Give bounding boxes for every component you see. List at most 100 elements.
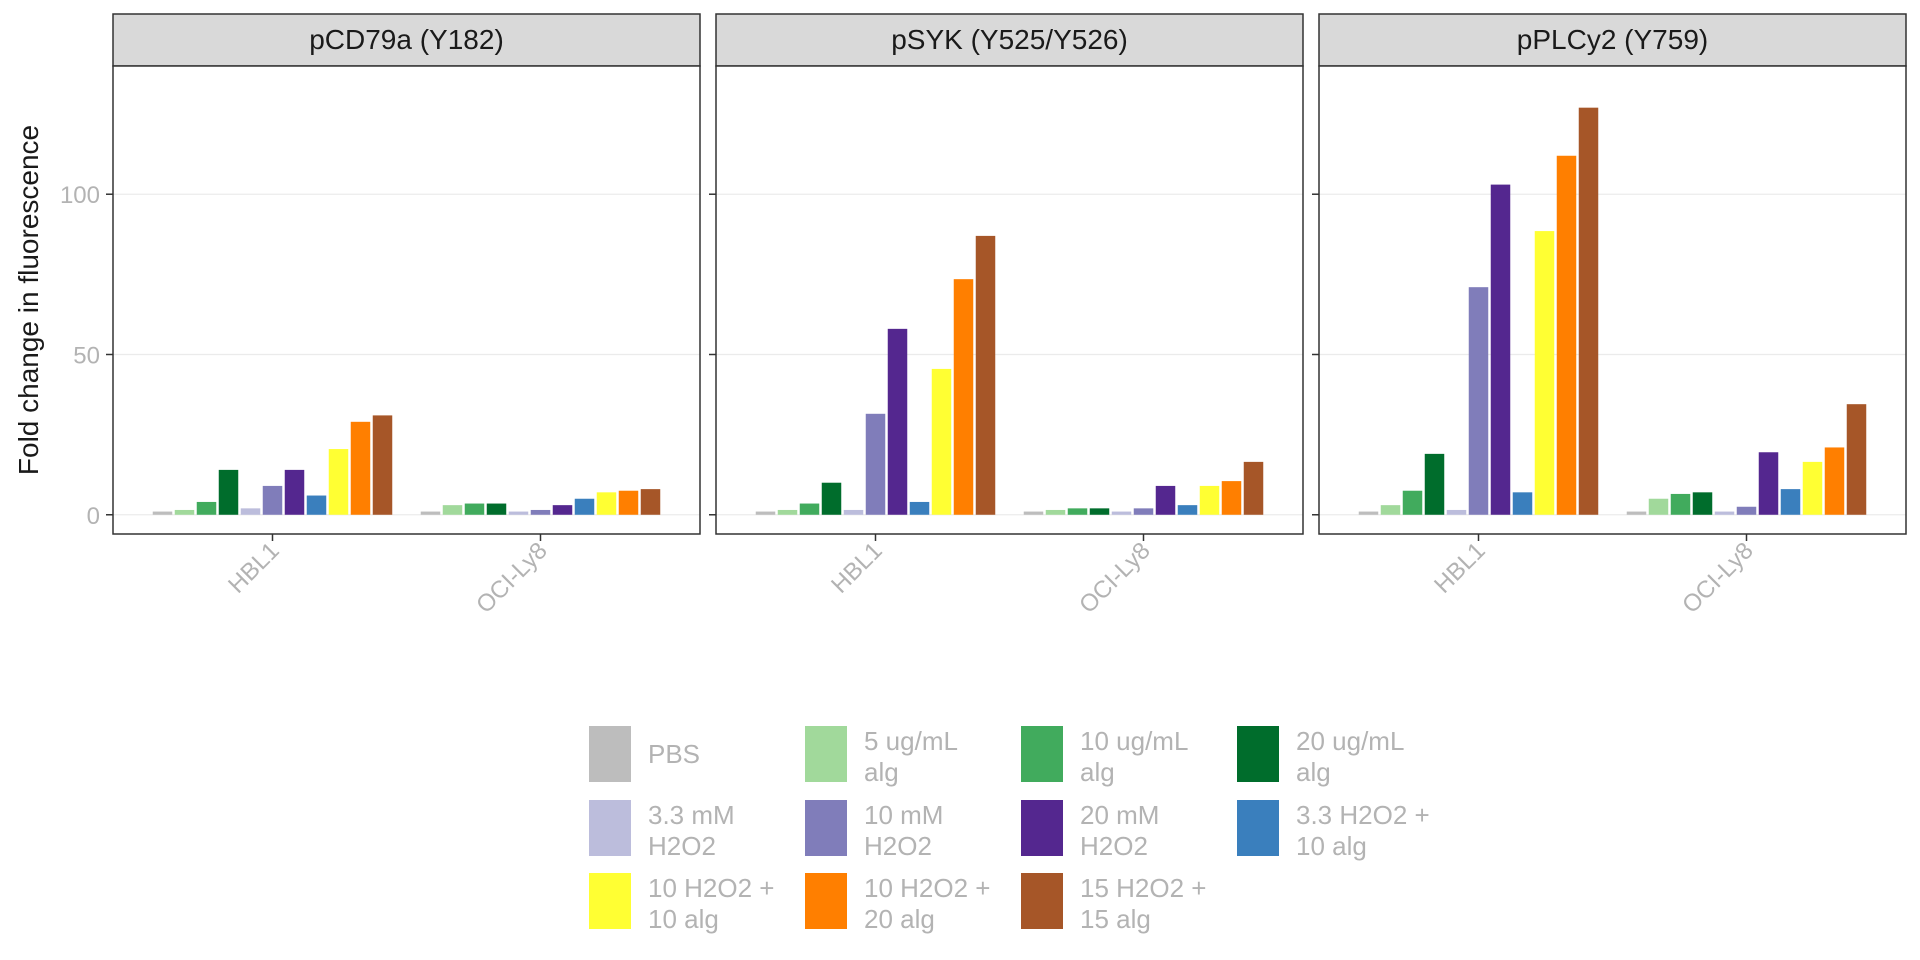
bar-hbl1-1 (1358, 511, 1379, 515)
bar-oci-ly8-11 (640, 489, 661, 515)
legend-label: PBS (648, 739, 700, 769)
legend-item: 10 H2O2 +20 alg (805, 873, 990, 934)
chart-panels: pCD79a (Y182) HBL1 OCI-Ly8 0 50 100 pSYK (Y525… (60, 13, 1907, 619)
y-tick-label: 0 (87, 503, 100, 530)
bar-hbl1-2 (777, 509, 798, 515)
bar-oci-ly8-2 (1045, 509, 1066, 515)
panel-border (715, 65, 1304, 535)
panel-1: pCD79a (Y182) HBL1 OCI-Ly8 0 50 100 (60, 13, 701, 619)
legend-label: 10 H2O2 + (648, 873, 774, 903)
legend-key (589, 873, 631, 929)
bar-oci-ly8-2 (442, 505, 463, 515)
bar-hbl1-11 (1578, 107, 1599, 515)
bar-hbl1-10 (1556, 155, 1577, 515)
bar-oci-ly8-1 (1023, 511, 1044, 515)
bar-oci-ly8-1 (1626, 511, 1647, 515)
bar-oci-ly8-10 (1221, 481, 1242, 515)
legend-label: 15 H2O2 + (1080, 873, 1206, 903)
bar-hbl1-3 (799, 503, 820, 515)
bar-hbl1-4 (821, 482, 842, 515)
bar-hbl1-7 (284, 469, 305, 515)
bar-hbl1-9 (931, 368, 952, 515)
bar-hbl1-1 (152, 511, 173, 515)
legend-key (1237, 726, 1279, 782)
bar-oci-ly8-7 (1758, 452, 1779, 515)
panel-border (1318, 65, 1907, 535)
legend-key (805, 726, 847, 782)
bar-hbl1-11 (975, 235, 996, 515)
bar-hbl1-10 (350, 421, 371, 515)
bar-hbl1-2 (1380, 505, 1401, 515)
bar-hbl1-7 (1490, 184, 1511, 515)
x-tick-label: OCI-Ly8 (471, 537, 553, 619)
legend-label: 5 ug/mL (864, 726, 958, 756)
bar-oci-ly8-11 (1846, 404, 1867, 515)
panel-title: pPLCy2 (Y759) (1517, 24, 1708, 55)
bar-hbl1-2 (174, 509, 195, 515)
panel-strip (1318, 13, 1907, 67)
bar-hbl1-8 (1512, 492, 1533, 515)
bar-oci-ly8-3 (464, 503, 485, 515)
bar-oci-ly8-5 (508, 511, 529, 515)
bar-oci-ly8-3 (1670, 493, 1691, 515)
x-tick-label: HBL1 (1429, 537, 1491, 599)
legend-key (1021, 726, 1063, 782)
panel-title: pSYK (Y525/Y526) (891, 24, 1128, 55)
bar-oci-ly8-8 (1780, 489, 1801, 515)
bar-hbl1-6 (1468, 287, 1489, 515)
plot-area (1319, 66, 1906, 534)
bar-oci-ly8-4 (1692, 492, 1713, 515)
legend-key (805, 873, 847, 929)
bar-hbl1-6 (865, 413, 886, 515)
legend-label: alg (1296, 757, 1331, 787)
bar-oci-ly8-6 (1736, 506, 1757, 515)
legend-label: 20 alg (864, 904, 935, 934)
y-axis-label: Fold change in fluorescence (13, 125, 44, 475)
bar-oci-ly8-10 (618, 490, 639, 515)
bar-hbl1-1 (755, 511, 776, 515)
bar-oci-ly8-7 (1155, 485, 1176, 515)
panel-strip (112, 13, 701, 67)
bar-hbl1-5 (1446, 509, 1467, 515)
legend-key (1021, 800, 1063, 856)
bar-hbl1-9 (328, 449, 349, 515)
x-tick-label: OCI-Ly8 (1677, 537, 1759, 619)
legend-label: 3.3 mM (648, 800, 735, 830)
legend-key (589, 726, 631, 782)
bar-oci-ly8-7 (552, 505, 573, 515)
legend-label: H2O2 (1080, 831, 1148, 861)
legend-label: 10 mM (864, 800, 943, 830)
bar-hbl1-7 (887, 328, 908, 515)
legend-key (589, 800, 631, 856)
panel-title: pCD79a (Y182) (309, 24, 504, 55)
panel-3: pPLCy2 (Y759) HBL1 OCI-Ly8 (1312, 13, 1907, 619)
legend-item: 10 H2O2 +10 alg (589, 873, 774, 934)
bar-oci-ly8-3 (1067, 508, 1088, 515)
panel-2: pSYK (Y525/Y526) HBL1 OCI-Ly8 (709, 13, 1304, 619)
legend-label: alg (1080, 757, 1115, 787)
legend-label: 20 ug/mL (1296, 726, 1404, 756)
legend-key (1237, 800, 1279, 856)
bar-oci-ly8-2 (1648, 498, 1669, 515)
legend-item: 3.3 H2O2 +10 alg (1237, 800, 1430, 861)
bar-oci-ly8-8 (1177, 505, 1198, 515)
panel-border (112, 65, 701, 535)
legend-label: 10 alg (1296, 831, 1367, 861)
legend-label: 3.3 H2O2 + (1296, 800, 1430, 830)
legend-item: 15 H2O2 +15 alg (1021, 873, 1206, 934)
x-tick-label: OCI-Ly8 (1074, 537, 1156, 619)
bar-hbl1-9 (1534, 231, 1555, 515)
bar-oci-ly8-8 (574, 498, 595, 515)
bar-oci-ly8-1 (420, 511, 441, 515)
bar-hbl1-4 (1424, 453, 1445, 515)
bar-oci-ly8-9 (1802, 461, 1823, 515)
bar-hbl1-6 (262, 485, 283, 515)
bar-hbl1-3 (1402, 490, 1423, 515)
legend-label: 20 mM (1080, 800, 1159, 830)
bar-hbl1-5 (843, 509, 864, 515)
